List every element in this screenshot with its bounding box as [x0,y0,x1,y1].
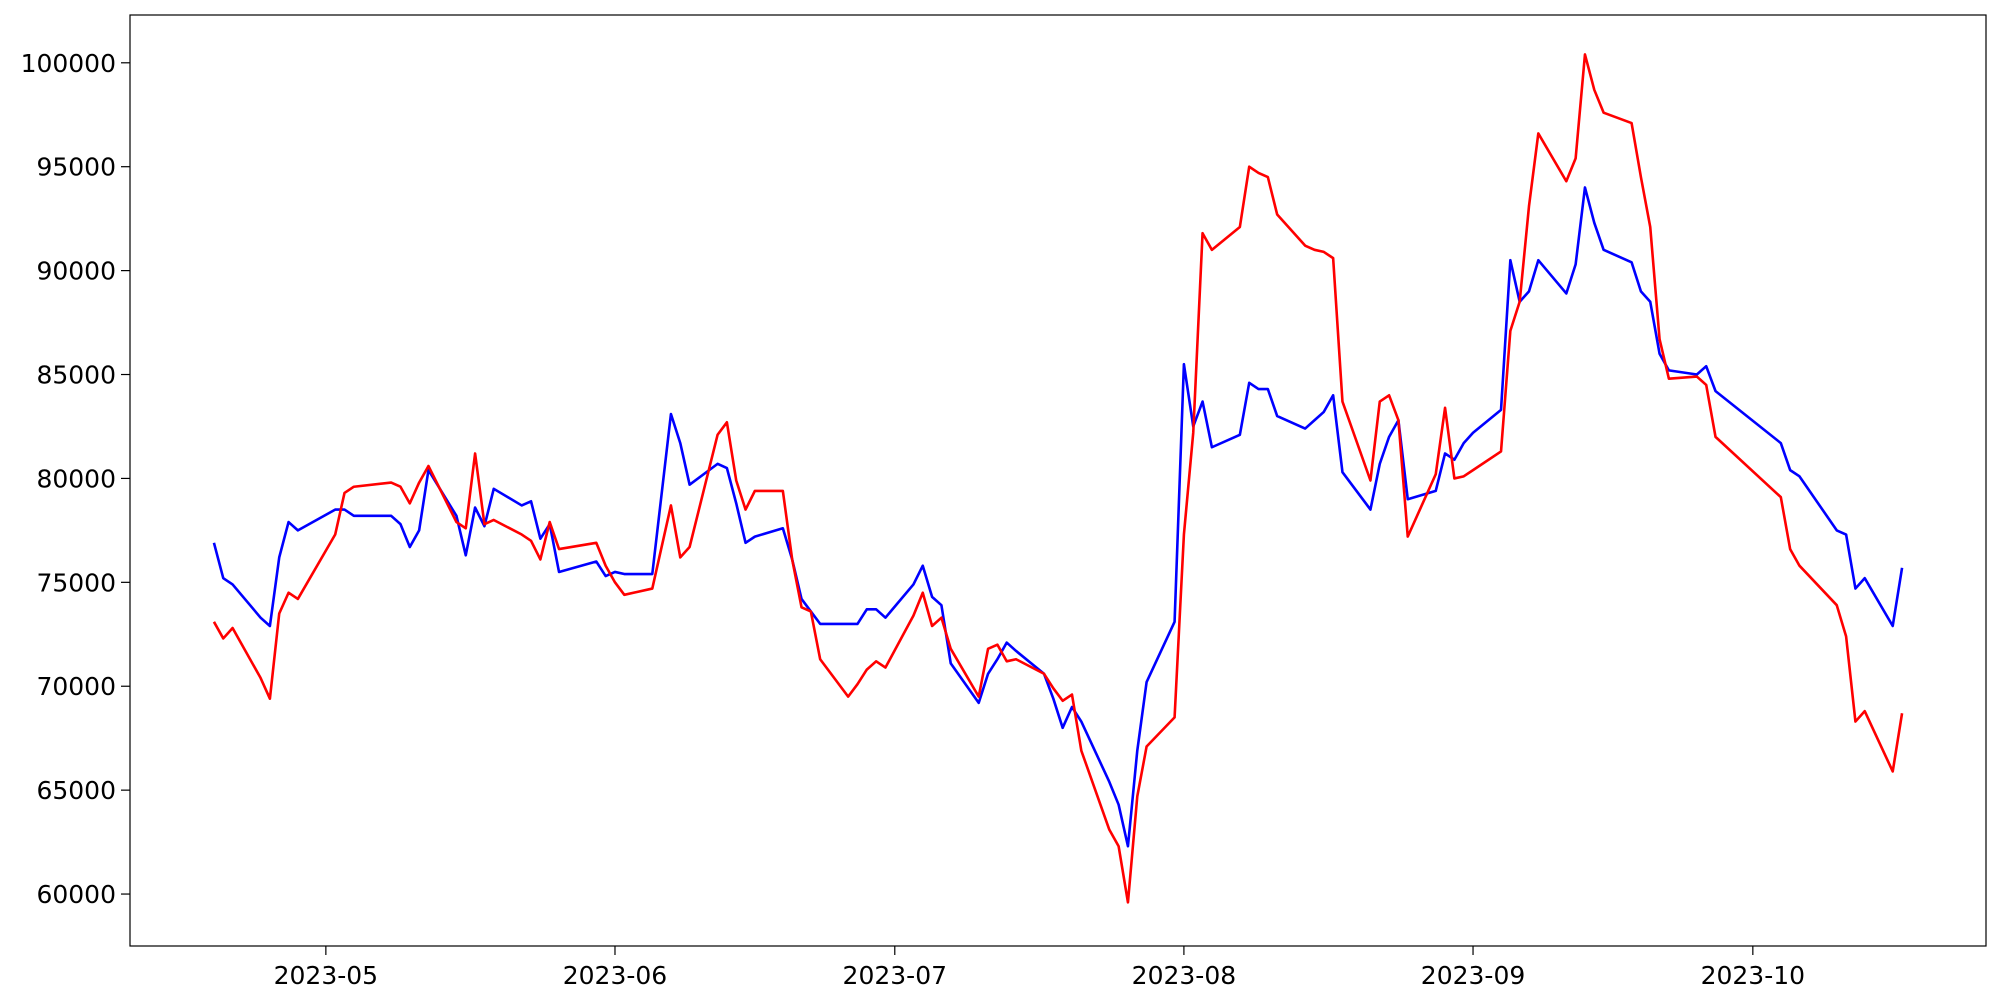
series-line [212,53,1904,904]
x-tick-label: 2023-05 [274,961,378,990]
x-tick-label: 2023-07 [843,961,947,990]
y-tick-label: 75000 [36,568,116,597]
y-tick-label: 85000 [36,361,116,390]
y-tick-label: 100000 [21,49,116,78]
y-tick-label: 70000 [36,672,116,701]
y-tick-label: 80000 [36,464,116,493]
x-tick-label: 2023-06 [563,961,667,990]
y-tick-label: 90000 [36,257,116,286]
series-line [212,186,1904,848]
x-tick-label: 2023-08 [1132,961,1236,990]
plot-frame [129,14,1987,947]
x-tick-label: 2023-09 [1421,961,1525,990]
y-tick-label: 60000 [36,880,116,909]
y-tick-label: 65000 [36,776,116,805]
x-tick-label: 2023-10 [1701,961,1805,990]
y-tick-label: 95000 [36,153,116,182]
